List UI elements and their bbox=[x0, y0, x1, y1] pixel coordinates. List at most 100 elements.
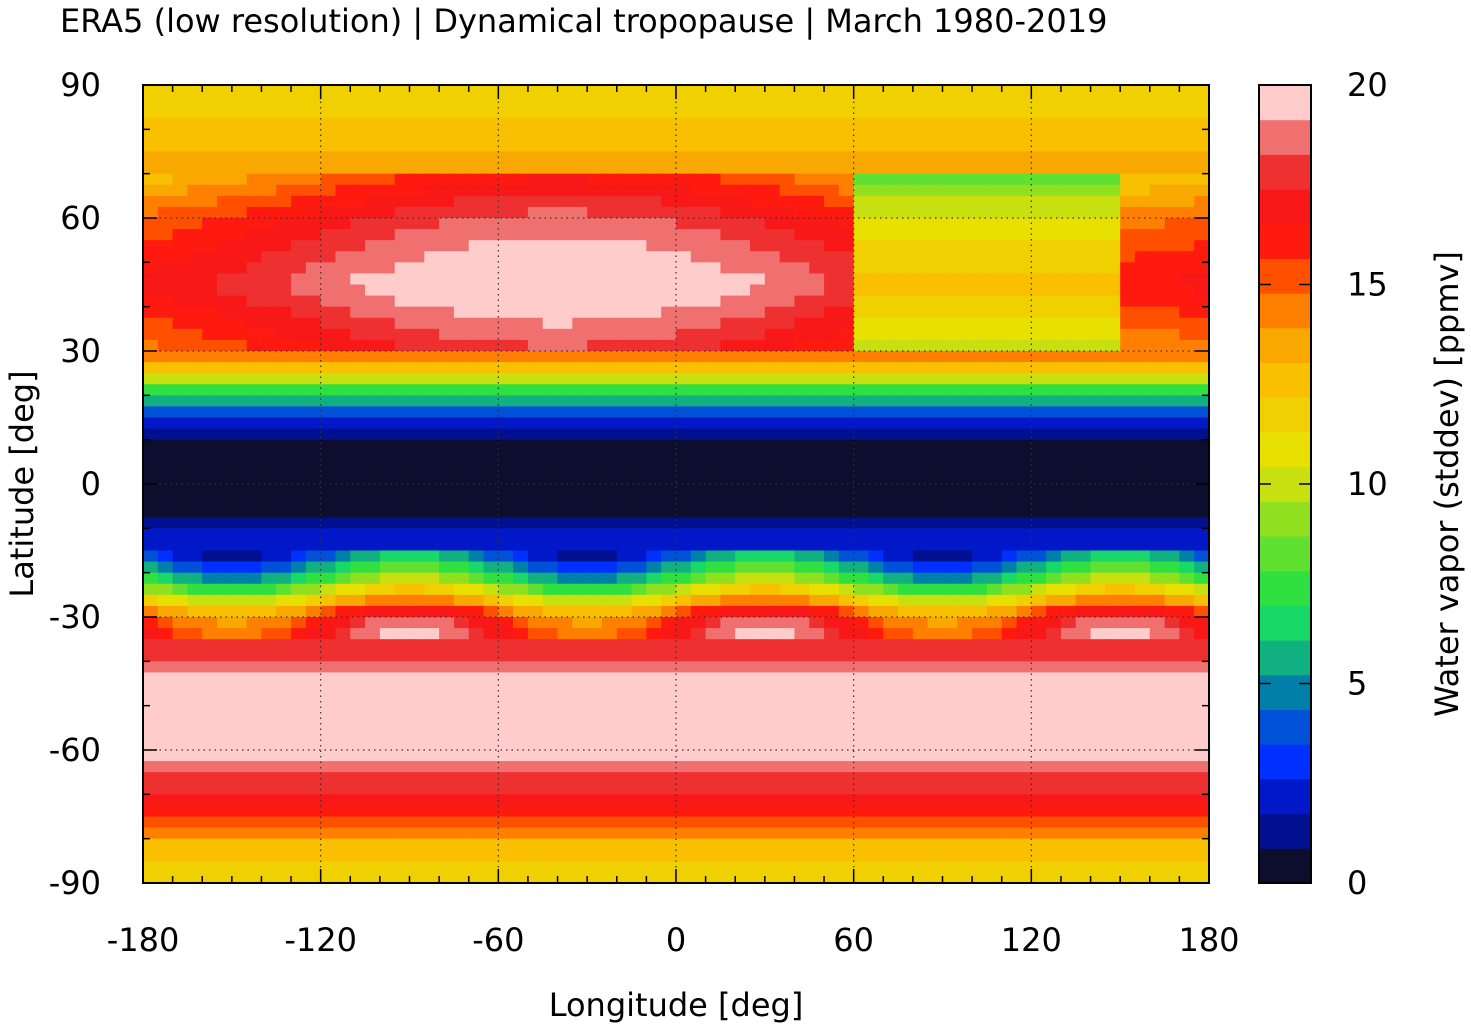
heatmap-cell bbox=[750, 827, 766, 840]
heatmap-cell bbox=[646, 140, 662, 153]
heatmap-cell bbox=[927, 605, 944, 618]
heatmap-cell bbox=[809, 129, 825, 142]
heatmap-cell bbox=[1001, 639, 1018, 651]
heatmap-cell bbox=[291, 195, 307, 208]
heatmap-cell bbox=[601, 561, 618, 574]
heatmap-cell bbox=[291, 118, 307, 130]
heatmap-cell bbox=[261, 838, 277, 851]
heatmap-cell bbox=[661, 738, 677, 751]
heatmap-cell bbox=[750, 750, 766, 762]
heatmap-cell bbox=[912, 539, 929, 552]
heatmap-cell bbox=[542, 594, 559, 607]
heatmap-cell bbox=[305, 439, 322, 452]
heatmap-cell bbox=[1120, 805, 1136, 818]
heatmap-cell bbox=[676, 206, 692, 219]
heatmap-cell bbox=[1060, 750, 1077, 762]
heatmap-cell bbox=[305, 306, 322, 319]
heatmap-cell bbox=[690, 750, 707, 762]
heatmap-cell bbox=[1134, 218, 1151, 230]
heatmap-cell bbox=[1179, 251, 1195, 263]
heatmap-cell bbox=[246, 351, 263, 363]
heatmap-cell bbox=[246, 794, 263, 807]
heatmap-cell bbox=[1075, 716, 1092, 729]
heatmap-cell bbox=[898, 772, 914, 784]
heatmap-cell bbox=[631, 816, 647, 829]
heatmap-cell bbox=[735, 406, 751, 419]
heatmap-cell bbox=[572, 484, 588, 496]
heatmap-cell bbox=[735, 617, 751, 629]
heatmap-cell bbox=[1046, 229, 1062, 241]
heatmap-cell bbox=[394, 184, 411, 197]
heatmap-cell bbox=[246, 417, 263, 430]
heatmap-cell bbox=[261, 85, 277, 97]
heatmap-cell bbox=[1031, 262, 1047, 275]
heatmap-cell bbox=[676, 683, 692, 696]
heatmap-cell bbox=[972, 184, 988, 197]
heatmap-cell bbox=[1149, 450, 1166, 463]
heatmap-cell bbox=[424, 794, 440, 807]
heatmap-cell bbox=[172, 661, 189, 674]
heatmap-cell bbox=[246, 738, 263, 751]
heatmap-cell bbox=[424, 683, 440, 696]
heatmap-cell bbox=[824, 107, 840, 119]
heatmap-cell bbox=[986, 262, 1003, 275]
heatmap-cell bbox=[231, 550, 248, 563]
heatmap-cell bbox=[942, 661, 958, 674]
heatmap-cell bbox=[498, 262, 514, 275]
heatmap-cell bbox=[794, 738, 810, 751]
heatmap-cell bbox=[498, 528, 514, 541]
heatmap-cell bbox=[246, 173, 263, 186]
heatmap-cell bbox=[217, 650, 233, 662]
heatmap-cell bbox=[661, 605, 677, 618]
heatmap-cell bbox=[1194, 495, 1209, 507]
heatmap-cell bbox=[735, 173, 751, 186]
heatmap-cell bbox=[986, 184, 1003, 197]
heatmap-cell bbox=[690, 140, 707, 153]
heatmap-cell bbox=[291, 306, 307, 319]
heatmap-cell bbox=[172, 362, 189, 374]
heatmap-cell bbox=[231, 849, 248, 862]
heatmap-cell bbox=[735, 683, 751, 696]
heatmap-cell bbox=[542, 838, 559, 851]
heatmap-cell bbox=[246, 783, 263, 795]
heatmap-cell bbox=[320, 273, 337, 286]
heatmap-cell bbox=[172, 572, 189, 585]
heatmap-cell bbox=[453, 461, 470, 474]
heatmap-cell bbox=[231, 140, 248, 153]
heatmap-cell bbox=[453, 240, 470, 252]
heatmap-cell bbox=[1134, 761, 1151, 773]
heatmap-cell bbox=[942, 461, 958, 474]
heatmap-cell bbox=[572, 218, 588, 230]
heatmap-cell bbox=[898, 140, 914, 153]
heatmap-cell bbox=[527, 694, 544, 707]
heatmap-cell bbox=[1179, 96, 1195, 108]
heatmap-cell bbox=[794, 328, 810, 341]
heatmap-cell bbox=[394, 284, 411, 297]
heatmap-cell bbox=[868, 484, 884, 496]
heatmap-cell bbox=[498, 472, 514, 485]
heatmap-cell bbox=[527, 583, 544, 596]
heatmap-cell bbox=[898, 428, 914, 441]
heatmap-cell bbox=[187, 572, 203, 585]
heatmap-cell bbox=[172, 118, 189, 130]
heatmap-cell bbox=[912, 395, 929, 408]
heatmap-cell bbox=[439, 583, 455, 596]
heatmap-cell bbox=[261, 439, 277, 452]
heatmap-cell bbox=[424, 838, 440, 851]
heatmap-cell bbox=[794, 384, 810, 396]
heatmap-cell bbox=[320, 617, 337, 629]
heatmap-cell bbox=[261, 96, 277, 108]
heatmap-cell bbox=[305, 672, 322, 685]
heatmap-cell bbox=[172, 561, 189, 574]
heatmap-cell bbox=[1164, 206, 1180, 219]
heatmap-cell bbox=[1046, 251, 1062, 263]
heatmap-cell bbox=[202, 716, 218, 729]
heatmap-cell bbox=[942, 761, 958, 773]
heatmap-cell bbox=[513, 439, 529, 452]
heatmap-cell bbox=[1090, 750, 1106, 762]
heatmap-cell bbox=[1075, 661, 1092, 674]
heatmap-cell bbox=[986, 517, 1003, 529]
heatmap-cell bbox=[1090, 417, 1106, 430]
heatmap-cell bbox=[394, 373, 411, 385]
heatmap-cell bbox=[898, 594, 914, 607]
